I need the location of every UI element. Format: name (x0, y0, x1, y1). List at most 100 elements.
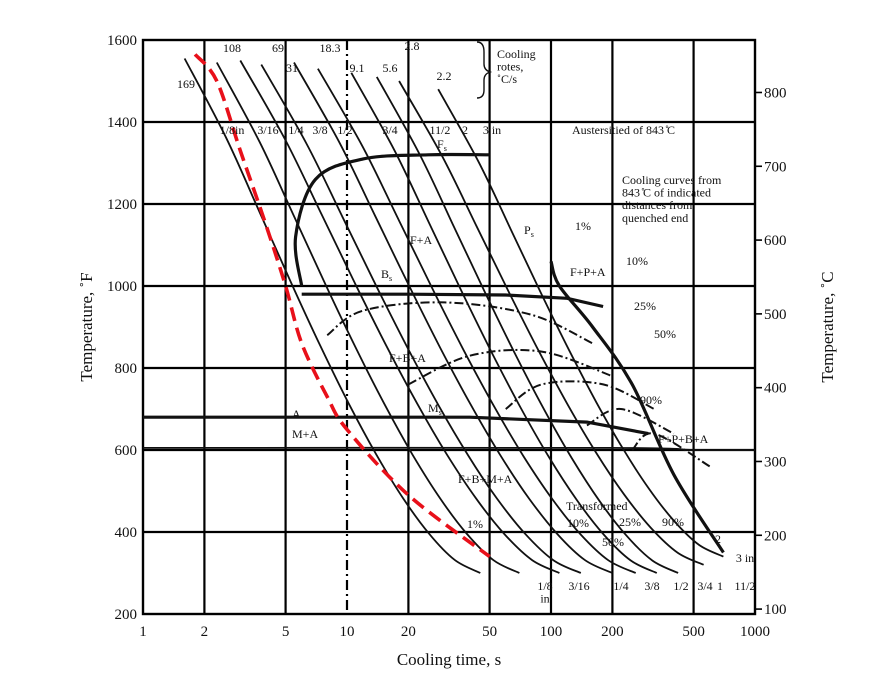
x-tick-label-line: 2 (201, 624, 209, 640)
right-distance-label: 2 (715, 532, 721, 546)
cooling-curves-note-line: quenched end (622, 211, 688, 225)
x-tick-label-line: 1000 (740, 624, 770, 640)
cooling-curve (260, 64, 582, 574)
transformed-percent-label: 90% (662, 515, 684, 529)
transformed-percent-label: 10% (567, 516, 589, 530)
start-label-subscript: s (439, 408, 442, 417)
y-tick-left-label-line: 1000 (107, 279, 137, 295)
austenitized-label: Austersitied of 843 ̊C (572, 123, 675, 137)
top-distance-label: 1/2 (337, 123, 352, 137)
cooling-curve (216, 62, 520, 574)
bottom-distance-label: 3/4 (697, 579, 712, 593)
percent-label-line: 10% (626, 254, 648, 268)
percent-label-line: 90% (640, 393, 662, 407)
bottom-distance-label-line: 3/8 (644, 579, 659, 593)
martensite-start-line (143, 415, 649, 436)
y-tick-right-label-line: 500 (764, 307, 787, 323)
start-label: Bs (381, 267, 392, 283)
top-distance-label: 1/8in (220, 123, 245, 137)
y-tick-left-label-line: 800 (115, 361, 138, 377)
cooling-rate-label: 108 (223, 41, 241, 55)
transformed-percent-label-line: 50% (602, 535, 624, 549)
cooling-curves-note-line: 843 ̊C of indicated (622, 186, 711, 200)
cooling-rate-label: 5.6 (383, 61, 398, 75)
pearlite-boundary (549, 260, 725, 554)
y-tick-left-label-line: 1400 (107, 115, 137, 131)
start-label-subscript: s (389, 274, 392, 283)
phase-label-line: F+B+A (389, 351, 426, 365)
transformed-percent-label: 1% (467, 517, 483, 531)
phase-label-line: F+B+M+A (458, 472, 513, 486)
bottom-distance-label: 3/8 (644, 579, 659, 593)
x-tick-label: 5 (282, 624, 290, 640)
top-distance-label-line: 3/4 (382, 123, 397, 137)
phase-label: F+P+B+A (658, 432, 709, 446)
y-tick-right-label: 300 (764, 454, 787, 470)
x-tick-label-line: 1 (139, 624, 147, 640)
cooling-rate-label-line: 18.3 (320, 41, 341, 55)
curve-layer (142, 53, 756, 574)
percent-label: 1% (575, 219, 591, 233)
cooling-rate-label-line: 9.1 (350, 61, 365, 75)
cooling-rate-label: 2.8 (405, 39, 420, 53)
start-label-subscript: s (531, 230, 534, 239)
transformed-percent-label-line: 10% (567, 516, 589, 530)
y-tick-right-label: 200 (764, 528, 787, 544)
cooling-curve (317, 68, 637, 574)
bottom-distance-label: 1/8 in (537, 579, 552, 606)
y-tick-left-label: 600 (115, 443, 138, 459)
cooling-rate-label-line: 108 (223, 41, 241, 55)
percent-label: 10% (626, 254, 648, 268)
y-tick-right-label: 800 (764, 85, 787, 101)
x-tick-label-line: 100 (540, 624, 563, 640)
bottom-distance-label-line: 11/2 (735, 579, 756, 593)
cooling-rates-title-line: rotes, (497, 60, 523, 74)
x-tick-label-line: 20 (401, 624, 416, 640)
y-tick-right-label: 100 (764, 602, 787, 618)
bottom-distance-label: 1/4 (613, 579, 628, 593)
y-tick-right-label-line: 300 (764, 454, 787, 470)
cooling-rate-label: 9.1 (350, 61, 365, 75)
top-distance-label-line: 1/8in (220, 123, 245, 137)
phase-label: F+A (410, 233, 432, 247)
phase-label-line: F+A (410, 233, 432, 247)
cooling-curve (437, 88, 724, 558)
percent-label-line: 25% (634, 299, 656, 313)
y-tick-left-label-line: 400 (115, 525, 138, 541)
austenitized-label-line: Austersitied of 843 ̊C (572, 123, 675, 137)
top-distance-label-line: 1/4 (288, 123, 303, 137)
phase-label: F+B+A (389, 351, 426, 365)
bottom-distance-label: 1/2 (673, 579, 688, 593)
phase-label-line: Transformed (566, 499, 628, 513)
phase-label: Transformed (566, 499, 628, 513)
cooling-rates-title: Cooling rotes, ˚C/s (497, 47, 536, 86)
x-axis-title-line: Cooling time, s (397, 650, 501, 669)
cooling-curve (183, 58, 481, 574)
cooling-rate-label: 18.3 (320, 41, 341, 55)
bottom-distance-label-line: 1/4 (613, 579, 628, 593)
x-tick-label-line: 200 (601, 624, 624, 640)
percent-curve (505, 380, 655, 410)
transformed-percent-label-line: 90% (662, 515, 684, 529)
bottom-distance-label-line: 3/16 (568, 579, 589, 593)
cooling-rates-title-line: Cooling (497, 47, 536, 61)
top-distance-label: 11/2 (430, 123, 451, 137)
phase-label-line: F+P+B+A (658, 432, 709, 446)
start-label: Ps (524, 223, 534, 239)
ferrite-start-boundary (293, 152, 490, 287)
y-tick-right-label-line: 400 (764, 381, 787, 397)
percent-label-line: 50% (654, 327, 676, 341)
x-tick-label-line: 50 (482, 624, 497, 640)
y-axis-title-left: Temperature, ˚F (77, 272, 96, 381)
start-label: Fs (437, 137, 447, 153)
cooling-rate-label-line: 69 (272, 41, 284, 55)
percent-curve (586, 407, 675, 435)
top-distance-label-line: 2 (462, 123, 468, 137)
x-tick-label-line: 500 (682, 624, 705, 640)
x-tick-label-line: 5 (282, 624, 290, 640)
x-tick-label: 1000 (740, 624, 770, 640)
y-tick-right-label: 400 (764, 381, 787, 397)
x-tick-label: 50 (482, 624, 497, 640)
top-distance-label: 2 (462, 123, 468, 137)
start-label-line: P (524, 223, 531, 237)
